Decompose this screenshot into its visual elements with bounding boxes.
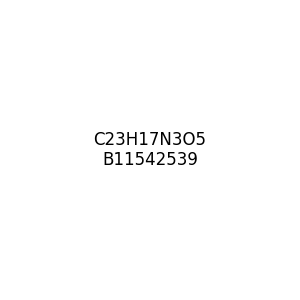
Text: C23H17N3O5
B11542539: C23H17N3O5 B11542539 <box>94 130 206 170</box>
